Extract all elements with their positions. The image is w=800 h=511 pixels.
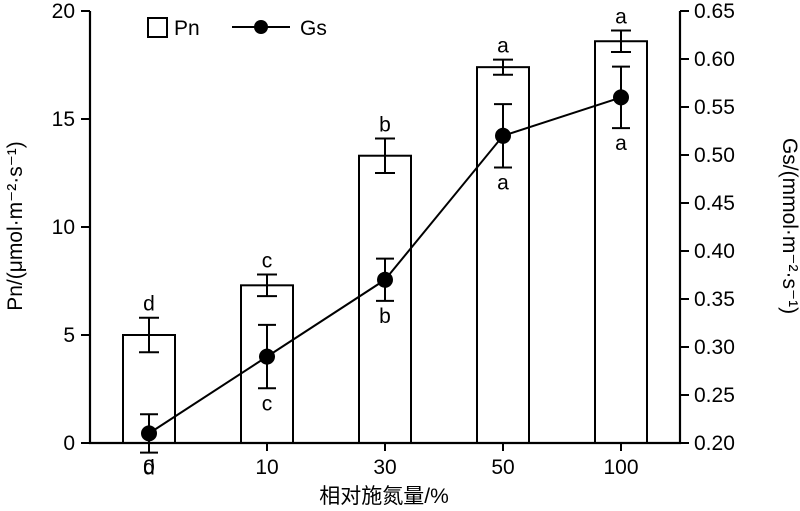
right-tick-label: 0.30 [694,336,735,359]
gs-significance-letter: c [262,392,273,415]
left-tick-label: 20 [52,0,75,23]
axes: 0 5 10 15 20 0.20 0.25 0.30 0.35 0.40 0.45 0.50 0.55… [52,0,735,479]
significance-letters: d c b a a d c b a a [143,5,627,479]
x-tick-label: 100 [603,456,638,479]
pn-error-bar [139,316,159,354]
legend-pn-swatch [147,17,168,38]
pn-bars [122,29,648,445]
pn-error-bar [611,29,631,54]
legend-gs-label: Gs [300,17,327,40]
pn-significance-letter: c [262,250,273,273]
right-tick-label: 0.45 [694,192,735,215]
right-tick-label: 0.40 [694,240,735,263]
pn-significance-letter: b [379,113,391,136]
gs-point [141,425,157,442]
legend: Pn Gs [147,17,327,40]
pn-significance-letter: a [497,35,509,58]
right-tick-label: 0.65 [694,0,735,23]
gs-point [259,348,275,365]
x-tick-label: 10 [255,456,278,479]
left-tick-label: 10 [52,216,75,239]
gs-significance-letter: a [615,132,627,155]
right-axis-title: Gs/(mmol·m⁻²·s⁻¹) [778,138,800,314]
pn-error-bar [375,137,395,174]
gs-series [140,65,630,454]
legend-gs-marker [254,20,268,34]
right-tick-label: 0.50 [694,144,735,167]
x-tick-label: 30 [373,456,396,479]
right-tick-label: 0.35 [694,288,735,311]
gs-significance-letter: a [497,171,509,194]
x-tick-label: 0 [143,456,155,479]
right-tick-label: 0.60 [694,48,735,71]
pn-significance-letter: a [615,5,627,28]
right-tick-label: 0.25 [694,384,735,407]
pn-error-bar [493,58,513,76]
legend-pn-label: Pn [174,17,200,40]
gs-point [613,89,629,106]
left-tick-label: 15 [52,108,75,131]
gs-point [377,271,393,288]
gs-point [495,127,511,144]
left-tick-label: 5 [63,324,75,347]
gs-significance-letter: b [379,305,391,328]
gs-significance-letter: d [143,457,155,480]
x-tick-label: 50 [491,456,514,479]
pn-significance-letter: d [143,293,155,316]
left-axis-title: Pn/(μmol·m⁻²·s⁻¹) [4,141,27,311]
pn-error-bar [257,273,277,298]
left-tick-label: 0 [63,432,75,455]
right-tick-label: 0.20 [694,432,735,455]
x-axis-title: 相对施氮量/% [319,485,449,508]
right-tick-label: 0.55 [694,96,735,119]
